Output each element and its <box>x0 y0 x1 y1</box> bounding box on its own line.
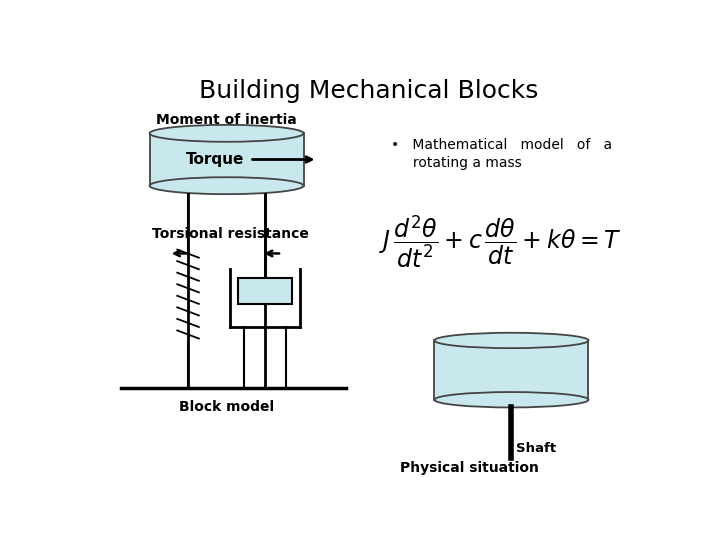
Text: Block model: Block model <box>179 400 274 414</box>
Polygon shape <box>150 133 304 186</box>
Text: Torque: Torque <box>186 152 244 167</box>
Ellipse shape <box>434 333 588 348</box>
Text: Torsional resistance: Torsional resistance <box>152 226 309 240</box>
Text: rotating a mass: rotating a mass <box>390 156 521 170</box>
Text: Building Mechanical Blocks: Building Mechanical Blocks <box>199 79 539 103</box>
Text: Shaft: Shaft <box>516 442 556 455</box>
Text: •   Mathematical   model   of   a: • Mathematical model of a <box>390 138 612 152</box>
Ellipse shape <box>150 125 304 142</box>
Bar <box>238 278 292 303</box>
Ellipse shape <box>434 392 588 408</box>
Polygon shape <box>434 340 588 400</box>
Text: Moment of inertia: Moment of inertia <box>156 112 297 126</box>
Ellipse shape <box>150 177 304 194</box>
Text: $J\,\dfrac{d^2\theta}{dt^2}+c\,\dfrac{d\theta}{dt}+k\theta=T$: $J\,\dfrac{d^2\theta}{dt^2}+c\,\dfrac{d\… <box>379 213 621 271</box>
Text: Physical situation: Physical situation <box>400 461 539 475</box>
